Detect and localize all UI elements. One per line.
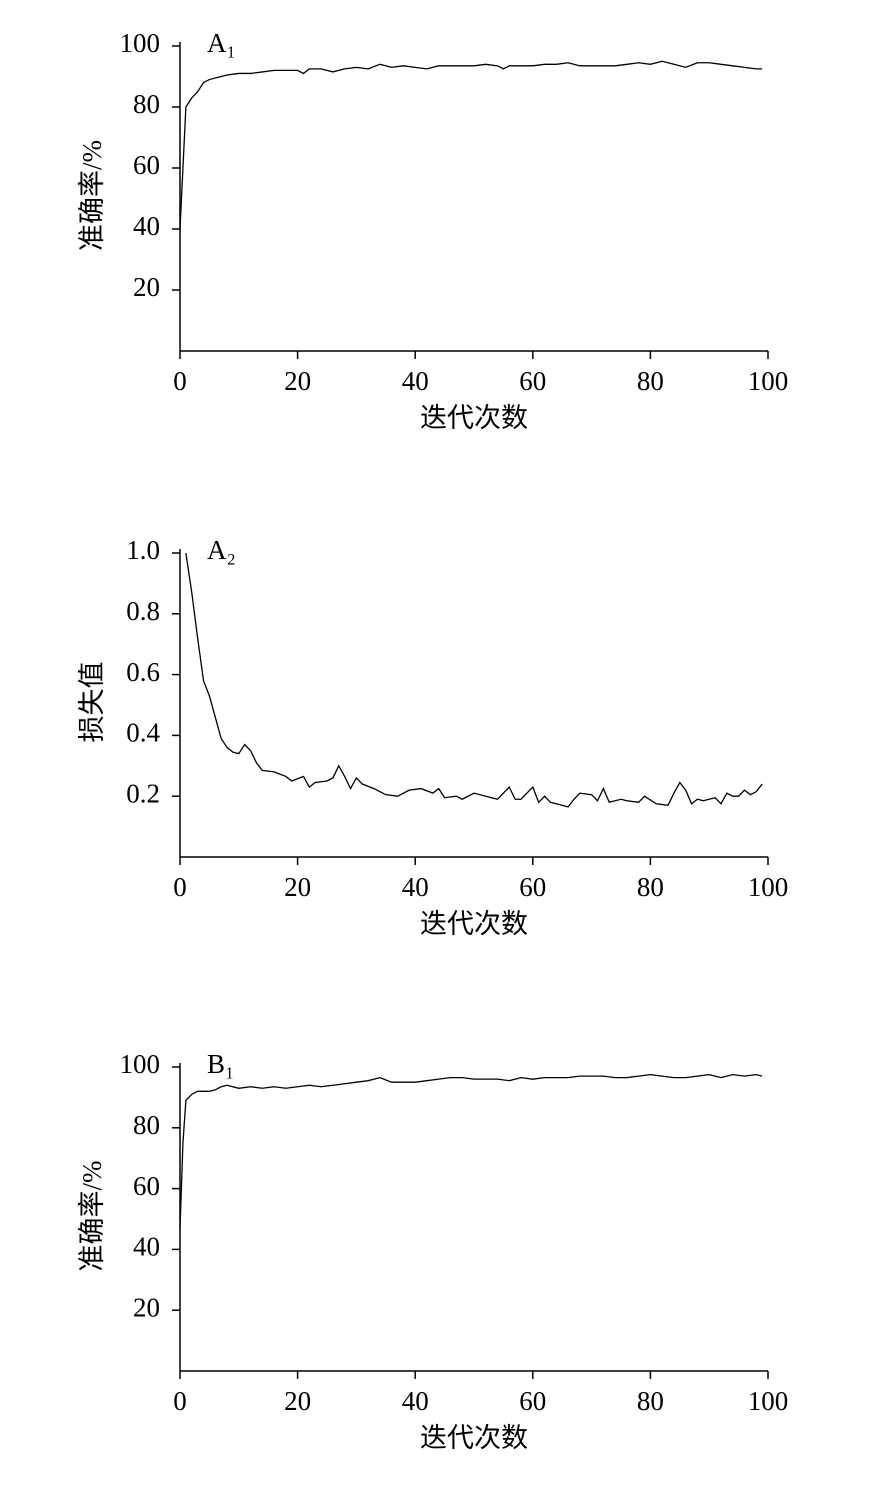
- data-line: [179, 1073, 763, 1229]
- x-axis-title: 迭代次数: [420, 403, 528, 433]
- y-tick-label: 100: [120, 1049, 161, 1079]
- x-tick-label: 80: [637, 366, 664, 396]
- x-tick-label: 20: [284, 366, 311, 396]
- x-tick-label: 80: [637, 872, 664, 902]
- y-axis-title: 准确率/%: [77, 1161, 107, 1272]
- x-tick-label: 0: [173, 1386, 187, 1416]
- y-tick-label: 100: [120, 28, 161, 58]
- x-tick-label: 100: [748, 872, 789, 902]
- x-tick-label: 100: [748, 1386, 789, 1416]
- x-tick-label: 60: [519, 1386, 546, 1416]
- y-axis-title: 损失值: [77, 662, 107, 743]
- x-tick-label: 40: [402, 366, 429, 396]
- x-axis-title: 迭代次数: [420, 1423, 528, 1453]
- x-axis-title: 迭代次数: [420, 909, 528, 939]
- y-tick-label: 0.2: [126, 778, 160, 808]
- y-tick-label: 60: [133, 150, 160, 180]
- y-tick-label: 40: [133, 1232, 160, 1262]
- panel-label: A₁: [207, 28, 236, 58]
- y-tick-label: 0.8: [126, 596, 160, 626]
- data-line: [185, 552, 763, 808]
- x-tick-label: 80: [637, 1386, 664, 1416]
- x-tick-label: 40: [402, 872, 429, 902]
- x-tick-label: 60: [519, 872, 546, 902]
- x-tick-label: 20: [284, 1386, 311, 1416]
- y-tick-label: 20: [133, 1292, 160, 1322]
- x-tick-label: 0: [173, 366, 187, 396]
- y-axis-title: 准确率/%: [77, 140, 107, 251]
- data-line: [179, 60, 763, 230]
- y-tick-label: 80: [133, 1110, 160, 1140]
- y-tick-label: 80: [133, 89, 160, 119]
- y-tick-label: 60: [133, 1171, 160, 1201]
- y-tick-label: 20: [133, 272, 160, 302]
- y-tick-label: 40: [133, 211, 160, 241]
- y-tick-label: 1.0: [126, 535, 160, 565]
- y-tick-label: 0.4: [126, 718, 160, 748]
- y-tick-label: 0.6: [126, 657, 160, 687]
- x-tick-label: 0: [173, 872, 187, 902]
- x-tick-label: 100: [748, 366, 789, 396]
- x-tick-label: 20: [284, 872, 311, 902]
- panel-label: A₂: [207, 535, 236, 565]
- x-tick-label: 40: [402, 1386, 429, 1416]
- x-tick-label: 60: [519, 366, 546, 396]
- panel-label: B₁: [207, 1049, 234, 1079]
